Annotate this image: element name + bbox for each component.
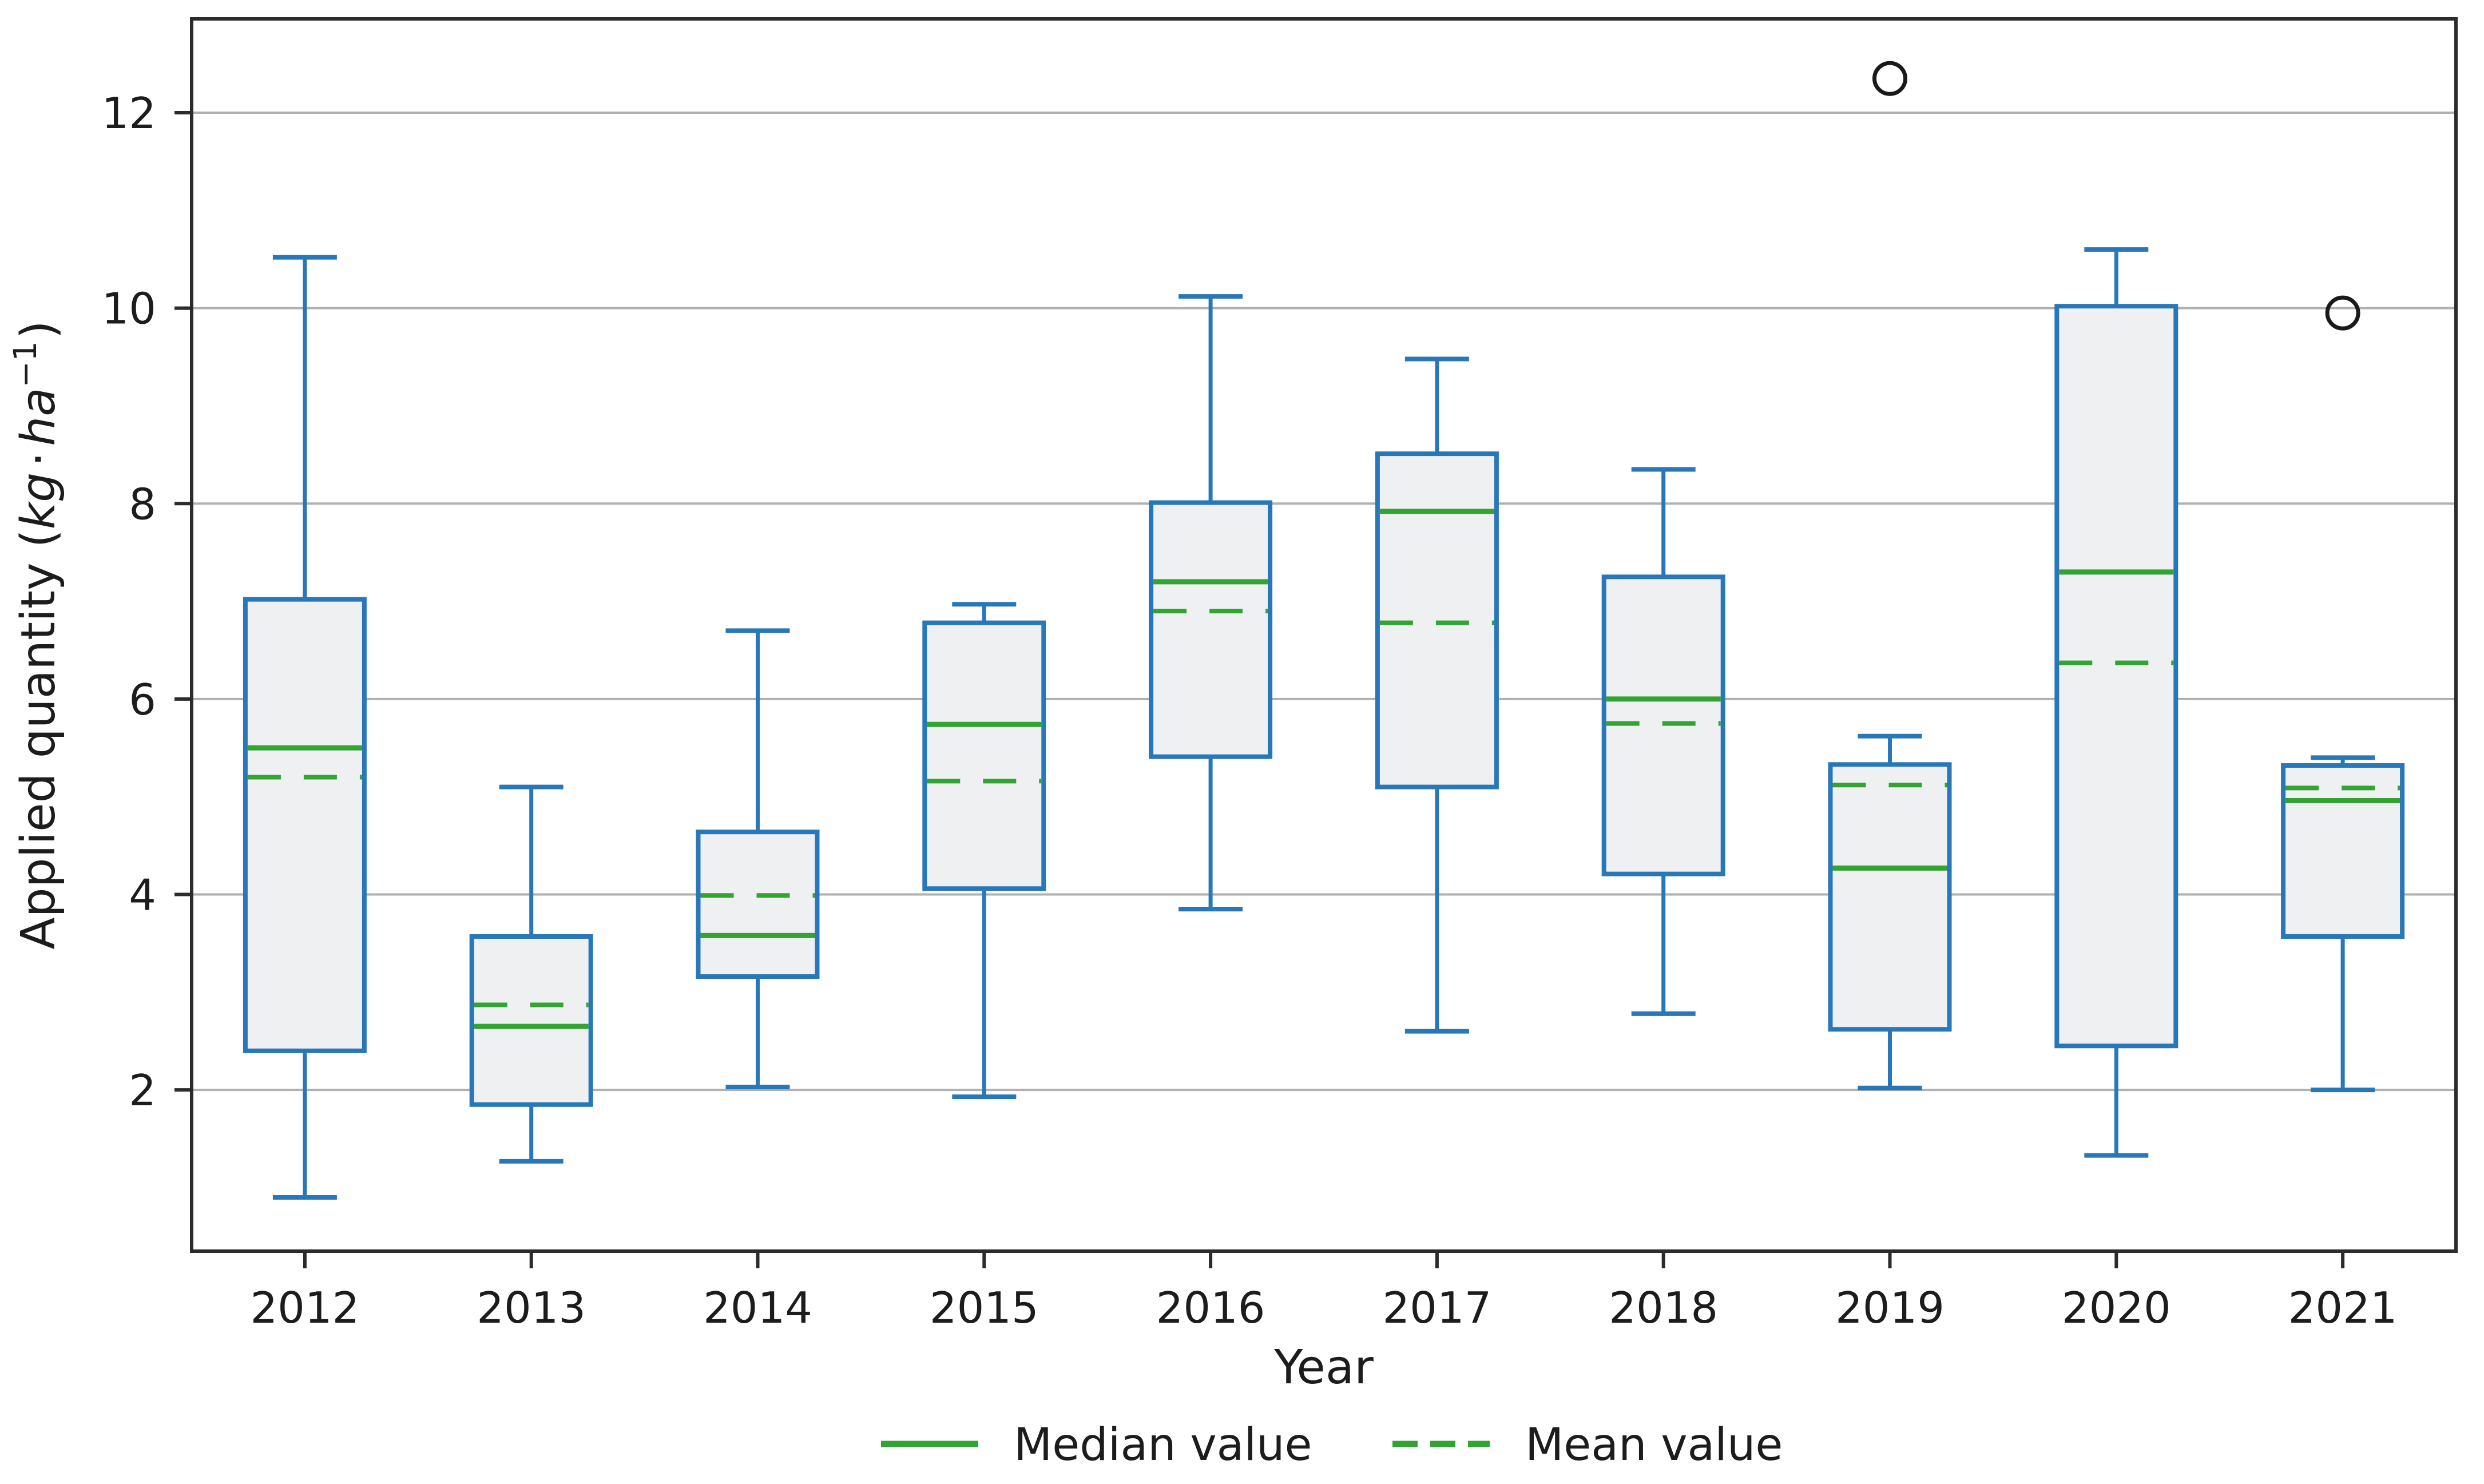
y-tick-label: 2 [129,1065,156,1116]
x-tick-label: 2018 [1609,1283,1718,1333]
x-tick-label: 2020 [2062,1283,2171,1333]
axis-label-y: Applied quantity (kg·ha−1) [7,320,66,949]
box-group-2021 [2281,295,2405,1093]
legend-mean-label: Mean value [1525,1419,1783,1471]
plot-border [190,17,2458,1253]
box-group-2018 [1601,467,1725,1016]
outlier-marker [1872,61,1907,96]
y-tick-label: 12 [102,88,156,138]
y-tick-label: 8 [129,479,156,529]
x-tick-label: 2013 [477,1283,586,1333]
iqr-box [1375,451,1499,789]
y-tick-label: 4 [129,870,156,920]
x-tick-label: 2012 [250,1283,359,1333]
outlier-marker [2325,295,2360,331]
x-tick-label: 2017 [1382,1283,1491,1333]
x-tick-label: 2016 [1156,1283,1265,1333]
y-tick-label: 10 [102,284,156,334]
x-tick-label: 2015 [930,1283,1039,1333]
iqr-box [469,934,593,1107]
axis-label-x: Year [1273,1340,1374,1395]
box-group-2013 [469,784,593,1164]
box-group-2019 [1828,61,1952,1090]
x-tick-label: 2014 [703,1283,812,1333]
x-tick-label: 2019 [1835,1283,1945,1333]
ticks-group: 2 4 6 8 10 12 2012 2013 2014 2015 2016 2017 2018 2019… [102,88,2398,1333]
box-group-2016 [1149,294,1273,912]
iqr-box [696,830,820,979]
iqr-box [2281,763,2405,939]
iqr-box [2054,304,2179,1049]
box-group-2020 [2054,247,2179,1158]
iqr-box [1828,762,1952,1032]
box-group-2017 [1375,356,1499,1034]
y-tick-label: 6 [129,674,156,725]
legend: Median value Mean value [881,1419,1783,1471]
iqr-box [922,620,1046,891]
legend-median-label: Median value [1014,1419,1312,1471]
box-group-2014 [696,628,820,1090]
box-group-2012 [243,255,367,1200]
iqr-box [1149,500,1273,759]
x-tick-label: 2021 [2288,1283,2398,1333]
iqr-box [243,597,367,1053]
box-group-2015 [922,602,1046,1100]
